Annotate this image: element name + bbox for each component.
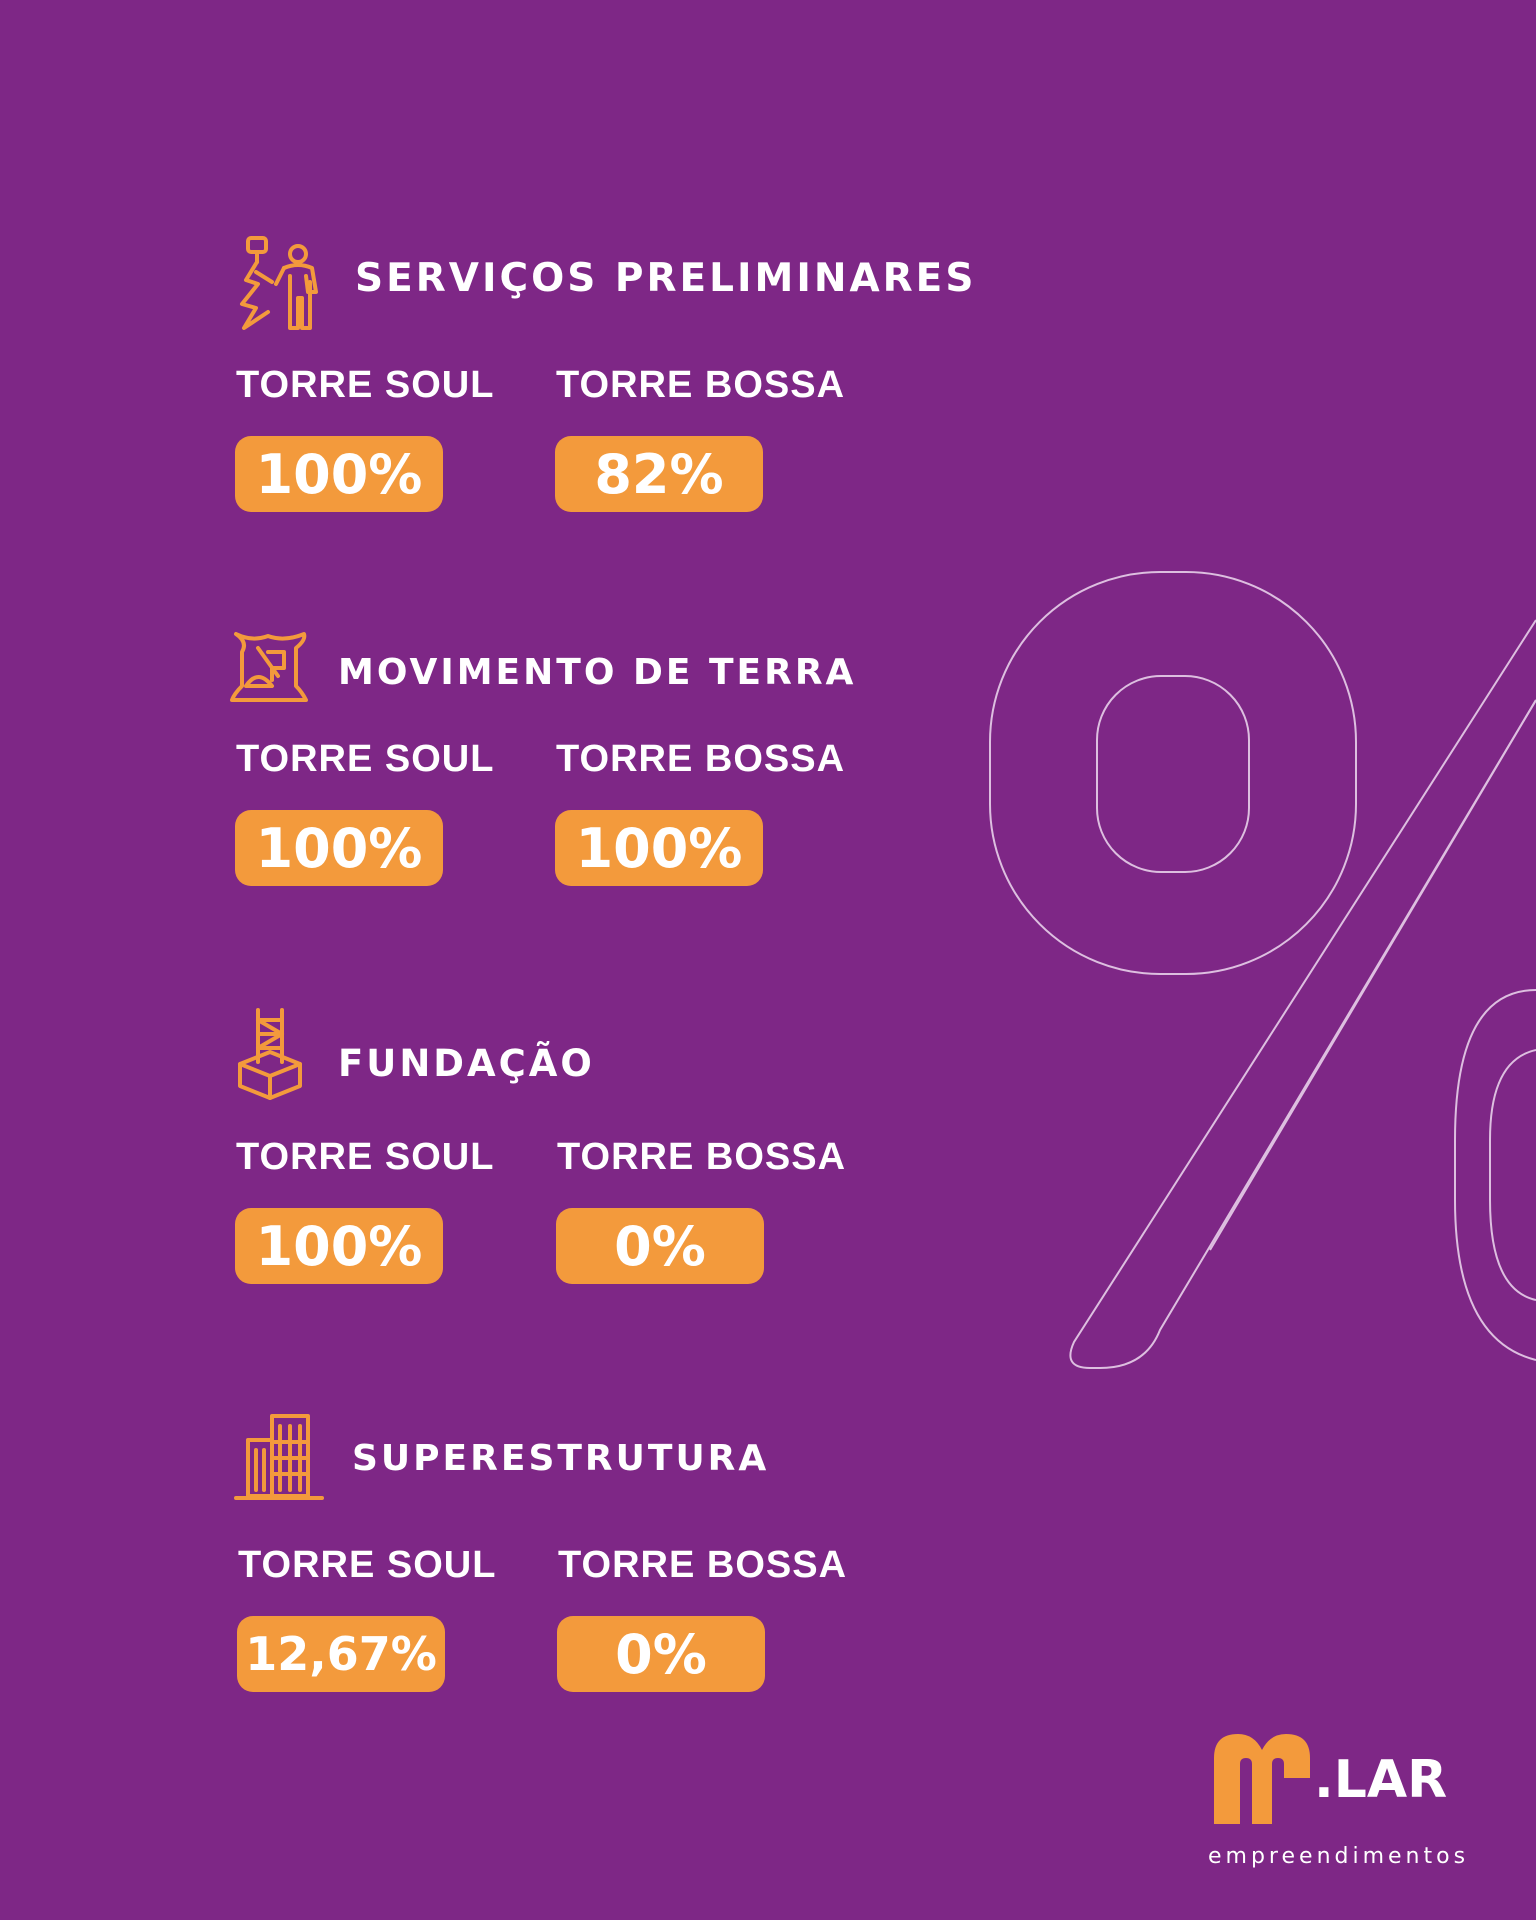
section-title: SERVIÇOS PRELIMINARES bbox=[355, 256, 977, 301]
percentage-badge: 100% bbox=[235, 1208, 443, 1284]
worker-icon bbox=[240, 236, 318, 330]
section-movimento-de-terra: MOVIMENTO DE TERRA TORRE SOUL 100% TORRE… bbox=[228, 626, 1028, 926]
tower-label: TORRE SOUL bbox=[236, 738, 495, 780]
percentage-badge: 82% bbox=[555, 436, 763, 512]
percentage-badge: 0% bbox=[556, 1208, 764, 1284]
tower-label: TORRE SOUL bbox=[238, 1544, 497, 1586]
section-title: MOVIMENTO DE TERRA bbox=[338, 652, 857, 693]
percentage-badge: 12,67% bbox=[237, 1616, 445, 1692]
tower-label: TORRE BOSSA bbox=[556, 364, 846, 406]
section-title: SUPERESTRUTURA bbox=[352, 1438, 770, 1479]
earth-sack-icon bbox=[230, 632, 308, 702]
tower-label: TORRE SOUL bbox=[236, 1136, 495, 1178]
mlar-logo: M .LAR empreendimentos bbox=[1208, 1728, 1465, 1869]
percentage-badge: 100% bbox=[555, 810, 763, 886]
section-superestrutura: SUPERESTRUTURA TORRE SOUL 12,67% TORRE B… bbox=[228, 1410, 1028, 1710]
section-header: FUNDAÇÃO bbox=[228, 1006, 1028, 1106]
section-header: SUPERESTRUTURA bbox=[228, 1410, 1028, 1510]
section-fundacao: FUNDAÇÃO TORRE SOUL 100% TORRE BOSSA 0% bbox=[228, 1006, 1028, 1306]
building-icon bbox=[234, 1414, 324, 1500]
percentage-badge: 100% bbox=[235, 810, 443, 886]
percentage-badge: 100% bbox=[235, 436, 443, 512]
tower-label: TORRE SOUL bbox=[236, 364, 495, 406]
foundation-icon bbox=[238, 1008, 302, 1100]
tower-label: TORRE BOSSA bbox=[558, 1544, 848, 1586]
tower-label: TORRE BOSSA bbox=[557, 1136, 847, 1178]
tower-label: TORRE BOSSA bbox=[556, 738, 846, 780]
logo-name: .LAR bbox=[1314, 1750, 1448, 1810]
section-title: FUNDAÇÃO bbox=[338, 1042, 595, 1085]
m-logo-mark-icon bbox=[1214, 1734, 1310, 1824]
section-header: SERVIÇOS PRELIMINARES bbox=[228, 226, 1028, 330]
section-header: MOVIMENTO DE TERRA bbox=[228, 626, 1028, 726]
percentage-badge: 0% bbox=[557, 1616, 765, 1692]
section-servicos-preliminares: SERVIÇOS PRELIMINARES TORRE SOUL 100% TO… bbox=[228, 226, 1028, 526]
logo-tagline: empreendimentos bbox=[1208, 1844, 1470, 1869]
